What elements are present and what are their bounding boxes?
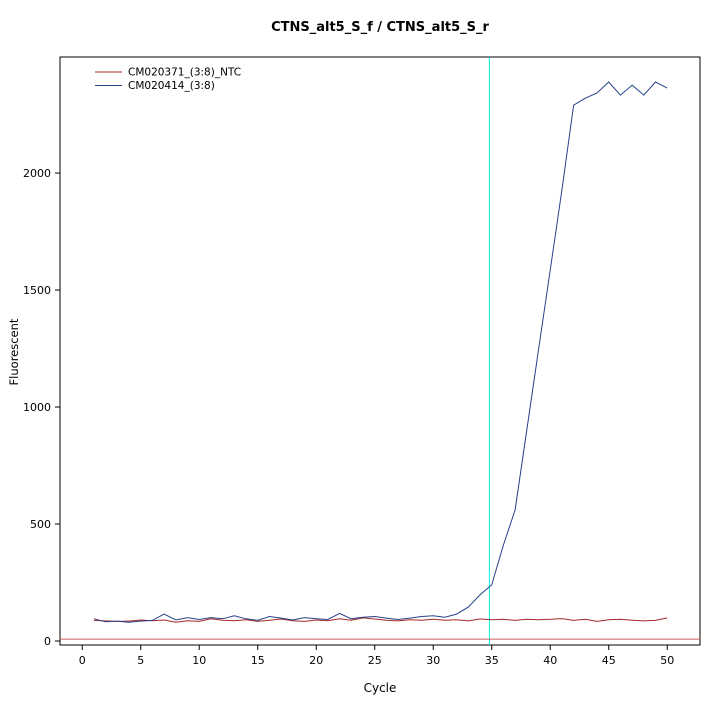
x-axis-label: Cycle xyxy=(363,681,397,695)
series-line-0 xyxy=(93,617,668,623)
y-tick-label: 0 xyxy=(44,635,51,648)
x-tick-label: 10 xyxy=(192,654,206,667)
x-tick-label: 35 xyxy=(485,654,499,667)
y-tick-label: 1500 xyxy=(23,284,51,297)
x-tick-label: 45 xyxy=(602,654,616,667)
y-tick-label: 500 xyxy=(30,518,51,531)
x-tick-label: 20 xyxy=(309,654,323,667)
x-tick-label: 40 xyxy=(543,654,557,667)
chart-title: CTNS_alt5_S_f / CTNS_alt5_S_r xyxy=(271,20,489,35)
x-tick-label: 30 xyxy=(426,654,440,667)
y-tick-label: 1000 xyxy=(23,401,51,414)
legend-label-0: CM020371_(3:8)_NTC xyxy=(128,67,241,79)
x-tick-label: 25 xyxy=(368,654,382,667)
x-tick-label: 0 xyxy=(79,654,86,667)
y-axis-label: Fluorescent xyxy=(7,318,21,386)
y-tick-label: 2000 xyxy=(23,167,51,180)
series-line-1 xyxy=(93,81,668,623)
legend-label-1: CM020414_(3:8) xyxy=(128,80,215,92)
plot-border xyxy=(59,56,701,646)
x-tick-label: 50 xyxy=(660,654,674,667)
x-tick-label: 15 xyxy=(251,654,265,667)
x-tick-label: 5 xyxy=(137,654,144,667)
